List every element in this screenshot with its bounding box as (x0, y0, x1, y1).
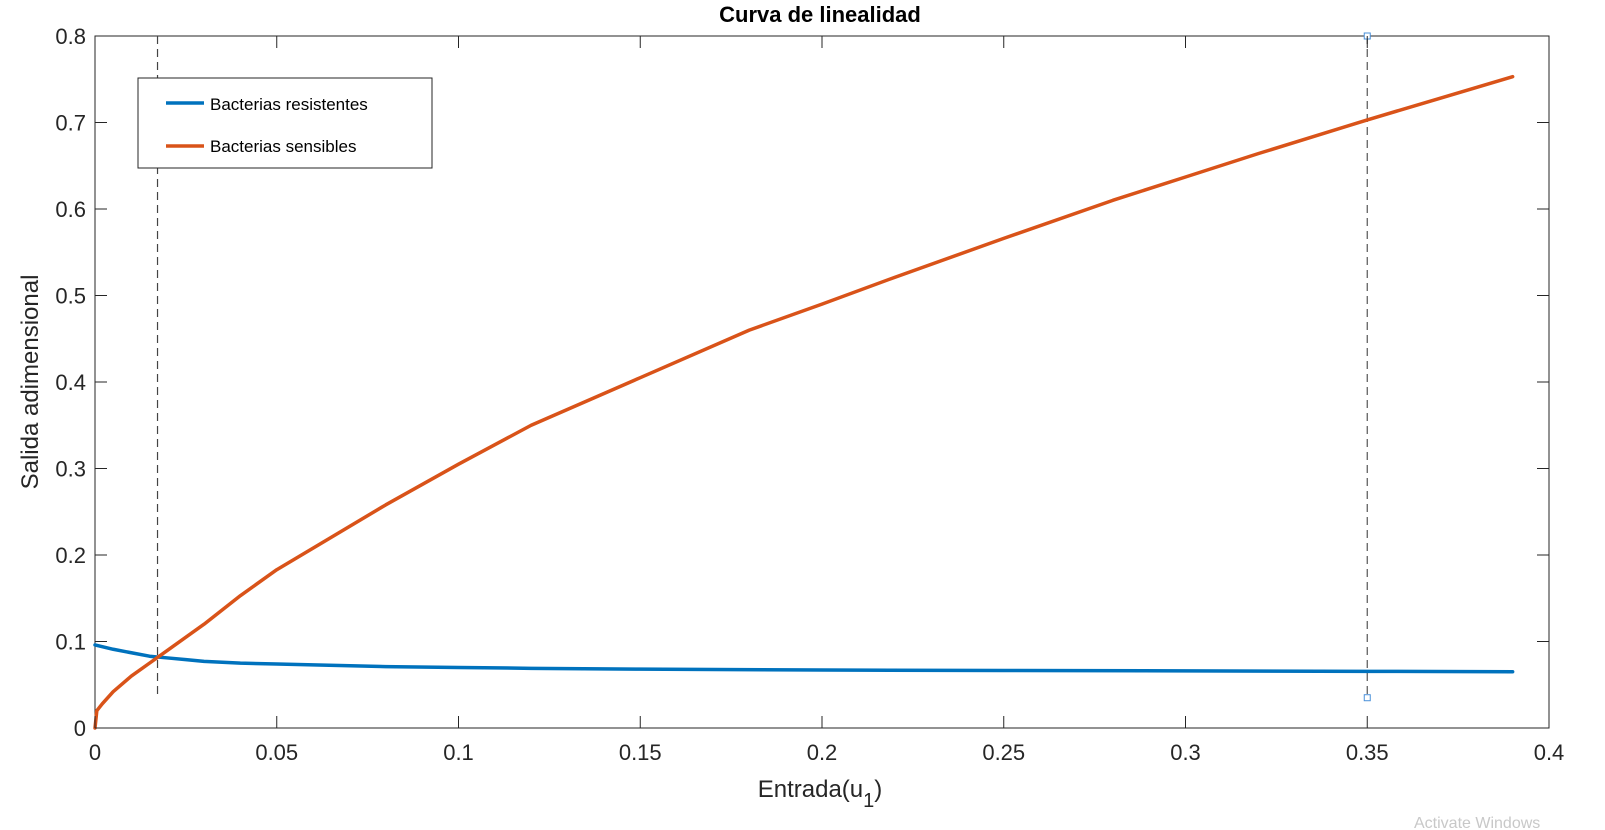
x-tick-label: 0.35 (1346, 740, 1389, 765)
x-tick-label: 0.4 (1534, 740, 1565, 765)
x-tick-label: 0 (89, 740, 101, 765)
x-tick-labels: 0 0.05 0.1 0.15 0.2 0.25 0.3 0.35 0.4 (89, 740, 1564, 765)
axis-ticks (94, 35, 1550, 729)
y-tick-label: 0.4 (55, 370, 86, 395)
legend-label-sensibles: Bacterias sensibles (210, 137, 356, 156)
series-lines (93, 74, 1515, 730)
y-tick-label: 0.2 (55, 543, 86, 568)
legend-label-resistentes: Bacterias resistentes (210, 95, 368, 114)
y-tick-label: 0.1 (55, 630, 86, 655)
legend-box (137, 77, 433, 169)
x-tick-label: 0.25 (982, 740, 1025, 765)
x-axis-label: Entrada(u1) (758, 776, 883, 812)
x-tick-label: 0.2 (807, 740, 838, 765)
y-tick-label: 0.3 (55, 457, 86, 482)
series-line-1[interactable] (93, 74, 1515, 730)
legend[interactable]: Bacterias resistentes Bacterias sensible… (137, 77, 433, 169)
y-tick-label: 0.6 (55, 197, 86, 222)
x-tick-label: 0.05 (255, 740, 298, 765)
x-tick-label: 0.1 (443, 740, 474, 765)
y-tick-labels: 0 0.1 0.2 0.3 0.4 0.5 0.6 0.7 0.8 (55, 24, 86, 741)
x-tick-label: 0.15 (619, 740, 662, 765)
y-tick-label: 0 (74, 716, 86, 741)
y-axis-label: Salida adimensional (17, 275, 44, 490)
chart-title: Curva de linealidad (719, 2, 921, 27)
x-tick-label: 0.3 (1170, 740, 1201, 765)
activate-windows-watermark: Activate Windows (1414, 815, 1540, 830)
reference-line-handle-1[interactable] (1363, 694, 1371, 702)
y-tick-label: 0.5 (55, 284, 86, 309)
y-tick-label: 0.7 (55, 111, 86, 136)
y-tick-label: 0.8 (55, 24, 86, 49)
series-line-0[interactable] (93, 643, 1515, 674)
